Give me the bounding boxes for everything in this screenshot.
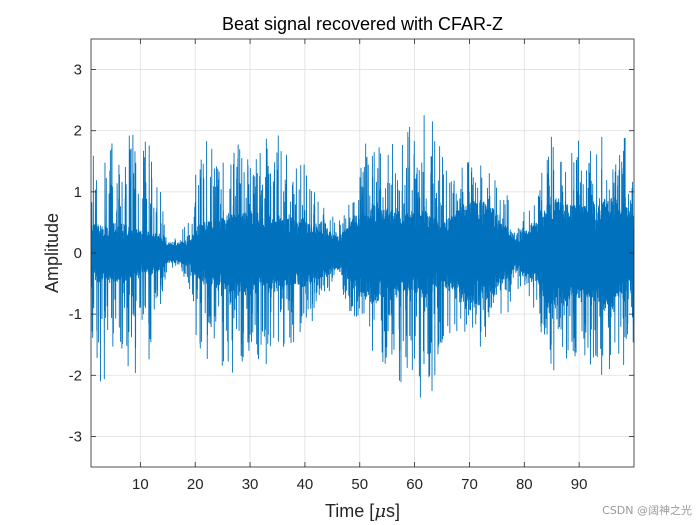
- watermark: CSDN @阔神之光: [602, 503, 692, 517]
- series-layer: [91, 115, 634, 398]
- y-tick-label: -3: [69, 428, 82, 445]
- y-tick-label: -1: [69, 306, 82, 323]
- ticks: [91, 39, 634, 467]
- x-tick-label: 70: [461, 476, 478, 493]
- y-tick-label: 3: [74, 62, 82, 79]
- x-tick-label: 40: [297, 476, 314, 493]
- beat-signal-series: [91, 115, 634, 398]
- x-tick-label: 80: [516, 476, 533, 493]
- x-tick-label: 30: [242, 476, 259, 493]
- y-tick-labels: -3 -2 -1 0 1 2 3: [69, 62, 82, 446]
- x-tick-label: 20: [187, 476, 204, 493]
- x-tick-label: 60: [406, 476, 423, 493]
- x-tick-labels: 10 20 30 40 50 60 70 80 90: [132, 476, 587, 493]
- y-tick-label: 0: [74, 245, 82, 262]
- chart-title: Beat signal recovered with CFAR-Z: [222, 14, 503, 34]
- y-axis-label: Amplitude: [42, 213, 62, 293]
- y-tick-label: 1: [74, 184, 82, 201]
- x-axis-label: Time [μs]: [325, 501, 400, 522]
- y-tick-label: 2: [74, 123, 82, 140]
- x-tick-label: 50: [351, 476, 368, 493]
- y-tick-label: -2: [69, 367, 82, 384]
- x-tick-label: 90: [571, 476, 588, 493]
- x-tick-label: 10: [132, 476, 149, 493]
